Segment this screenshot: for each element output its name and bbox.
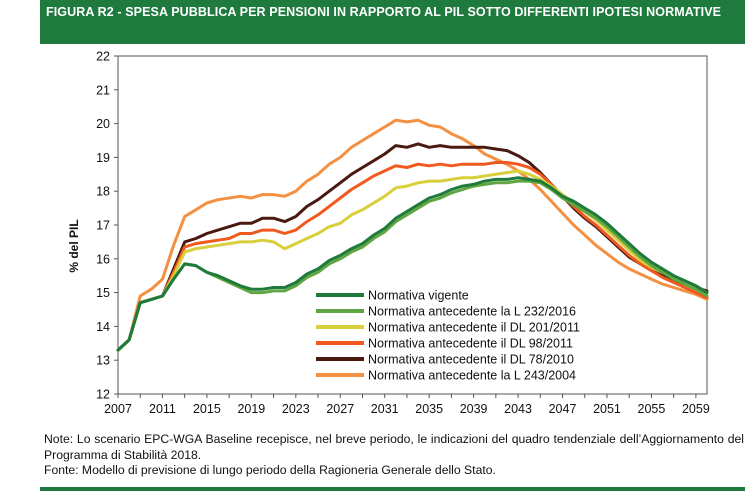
x-tick-label: 2035 — [415, 402, 443, 416]
legend-label-6: Normativa antecedente la L 243/2004 — [368, 369, 576, 383]
x-tick-label: 2039 — [460, 402, 488, 416]
note-text: Note: Lo scenario EPC-WGA Baseline recep… — [44, 432, 744, 462]
bottom-divider — [40, 487, 745, 491]
y-tick-label: 15 — [96, 286, 110, 300]
x-tick-label: 2055 — [638, 402, 666, 416]
x-tick-label: 2015 — [193, 402, 221, 416]
legend-label-4: Normativa antecedente il DL 98/2011 — [368, 337, 573, 351]
y-tick-label: 13 — [96, 354, 110, 368]
x-tick-label: 2007 — [104, 402, 132, 416]
x-tick-label: 2047 — [549, 402, 577, 416]
series-line-4 — [116, 161, 709, 352]
x-tick-label: 2043 — [504, 402, 532, 416]
x-tick-label: 2011 — [149, 402, 176, 416]
series-line-6 — [116, 118, 709, 352]
y-tick-label: 21 — [96, 83, 110, 97]
y-tick-label: 12 — [96, 388, 110, 402]
legend-label-2: Normativa antecedente la L 232/2016 — [368, 305, 576, 319]
legend-label-5: Normativa antecedente il DL 78/2010 — [368, 353, 574, 367]
legend-label-1: Normativa vigente — [368, 289, 469, 303]
y-tick-label: 18 — [96, 185, 110, 199]
y-tick-label: 20 — [96, 117, 110, 131]
x-tick-label: 2059 — [682, 402, 710, 416]
x-tick-label: 2019 — [237, 402, 265, 416]
y-axis-label: % del PIL — [67, 219, 81, 272]
chart-legend: Normativa vigente Normativa antecedente l… — [316, 289, 580, 383]
notes-block: Note: Lo scenario EPC-WGA Baseline recep… — [44, 432, 744, 479]
y-tick-label: 22 — [96, 50, 110, 64]
header-divider — [40, 44, 745, 46]
x-tick-label: 2051 — [593, 402, 621, 416]
y-tick-label: 14 — [96, 320, 110, 334]
x-tick-label: 2027 — [326, 402, 354, 416]
figure-title: FIGURA R2 - SPESA PUBBLICA PER PENSIONI … — [40, 0, 745, 44]
series-line-1 — [116, 176, 709, 352]
x-tick-label: 2031 — [371, 402, 399, 416]
pension-spending-line-chart: 12 13 14 15 16 17 18 19 20 21 22 2007 2011 2015 2019 20… — [67, 50, 710, 417]
x-tick-label: 2023 — [282, 402, 310, 416]
y-tick-label: 17 — [96, 219, 110, 233]
y-tick-label: 16 — [96, 252, 110, 266]
series-lines — [116, 118, 709, 352]
chart-axes: 12 13 14 15 16 17 18 19 20 21 22 2007 2011 2015 2019 20… — [96, 50, 710, 417]
legend-label-3: Normativa antecedente il DL 201/2011 — [368, 321, 580, 335]
y-tick-label: 19 — [96, 151, 110, 165]
series-line-3 — [116, 169, 709, 352]
source-text: Fonte: Modello di previsione di lungo pe… — [44, 463, 496, 477]
